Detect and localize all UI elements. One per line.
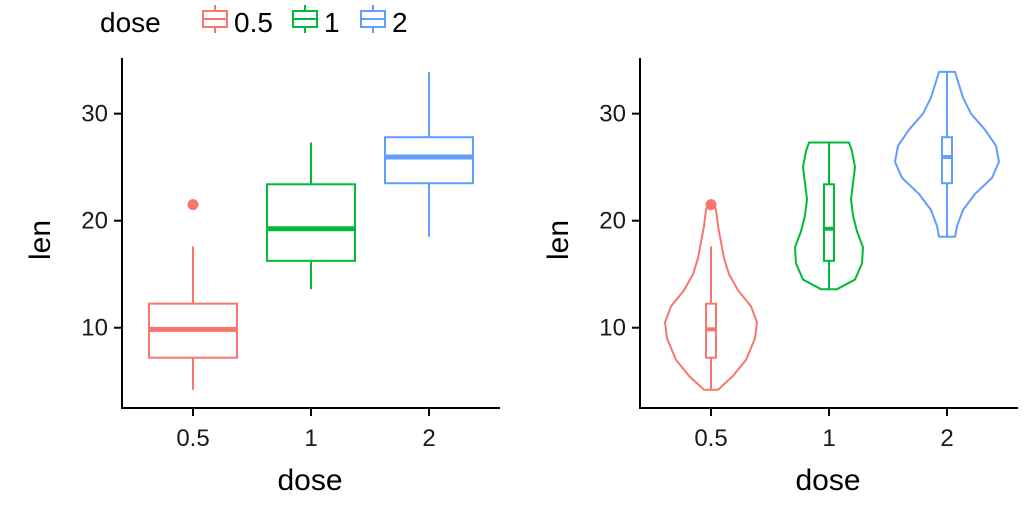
x-tick-label: 2	[940, 425, 953, 452]
legend-label-2: 2	[392, 7, 408, 38]
legend-key-2	[360, 5, 386, 33]
y-axis-title: len	[24, 220, 57, 260]
y-tick-label: 20	[599, 208, 626, 235]
x-tick-label: 1	[304, 425, 317, 452]
y-tick-label: 10	[81, 315, 108, 342]
violin-2	[894, 70, 1000, 238]
x-tick-label: 0.5	[176, 425, 209, 452]
box-0.5	[148, 199, 238, 390]
outlier-point	[187, 199, 199, 211]
legend-title: dose	[100, 7, 161, 38]
x-tick-label: 0.5	[694, 425, 727, 452]
y-axis-title: len	[542, 220, 575, 260]
legend-label-0.5: 0.5	[234, 7, 273, 38]
y-tick-label: 30	[81, 101, 108, 128]
box-1	[266, 142, 356, 290]
legend: dose 0.5 1 2	[100, 5, 408, 38]
x-tick-label: 1	[822, 425, 835, 452]
outlier-point	[705, 199, 717, 211]
box-2	[384, 71, 474, 237]
iqr-box	[941, 136, 953, 185]
legend-key-0.5	[202, 5, 228, 33]
boxplot-panel: 10 20 30 0.5 1 2 dose len	[24, 58, 500, 497]
legend-label-1: 1	[324, 7, 340, 38]
violin-1	[794, 141, 864, 291]
iqr-box	[823, 183, 835, 262]
violin-panel: 10 20 30 0.5 1 2 dose len	[542, 58, 1018, 497]
iqr-box	[384, 136, 474, 185]
legend-key-1	[292, 5, 318, 33]
y-tick-label: 20	[81, 208, 108, 235]
x-axis-title: dose	[795, 464, 860, 497]
x-axis-title: dose	[277, 464, 342, 497]
iqr-box	[266, 183, 356, 262]
y-tick-label: 10	[599, 315, 626, 342]
x-tick-label: 2	[422, 425, 435, 452]
violin-0.5	[664, 199, 758, 391]
y-tick-label: 30	[599, 101, 626, 128]
